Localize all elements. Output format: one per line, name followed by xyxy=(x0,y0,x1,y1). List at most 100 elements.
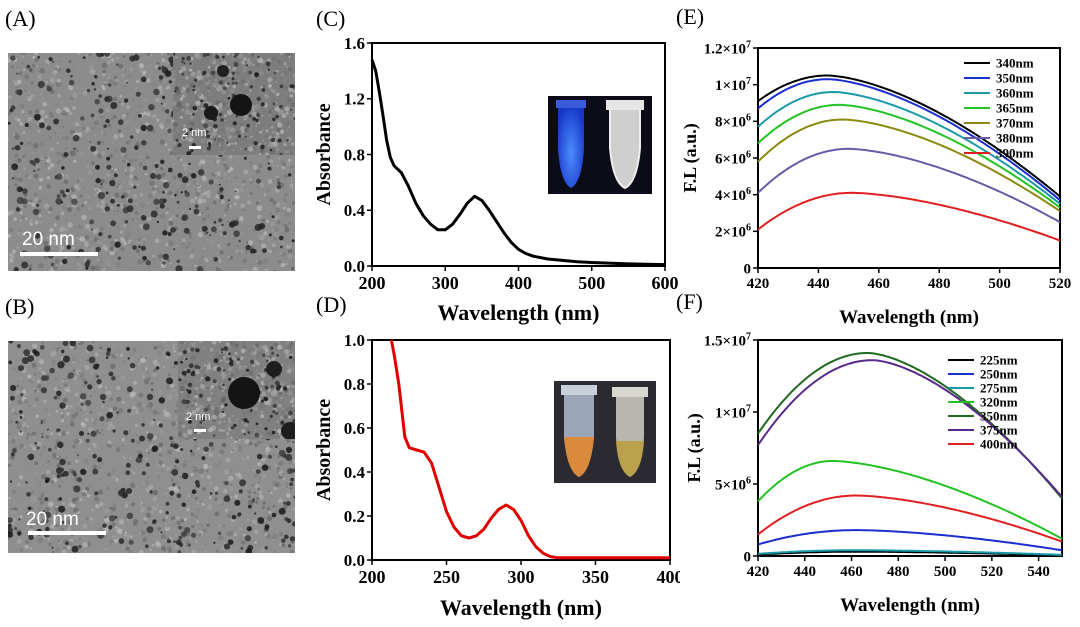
nanoparticle-dot xyxy=(45,479,49,484)
tem-grain xyxy=(135,105,137,107)
tem-grain xyxy=(81,204,85,208)
nanoparticle-dot xyxy=(191,489,197,494)
tem-grain xyxy=(264,399,270,406)
tem-grain xyxy=(222,99,225,102)
tem-grain xyxy=(16,431,19,434)
tem-grain xyxy=(195,407,200,412)
tem-grain xyxy=(270,491,273,494)
tem-grain xyxy=(284,193,288,197)
nanoparticle-dot xyxy=(240,547,244,550)
tem-grain xyxy=(283,117,287,120)
nanoparticle-dot xyxy=(249,248,256,254)
nanoparticle-dot xyxy=(282,386,288,391)
tem-grain xyxy=(253,429,257,433)
tem-grain xyxy=(174,71,177,74)
tem-grain xyxy=(152,254,156,258)
nanoparticle-dot xyxy=(34,113,41,121)
tem-grain xyxy=(129,166,135,172)
tem-grain xyxy=(190,355,196,361)
tem-grain xyxy=(234,195,239,200)
tem-grain xyxy=(218,535,224,541)
x-tick-label: 460 xyxy=(840,564,863,580)
tem-grain xyxy=(57,511,62,516)
tem-grain xyxy=(112,81,118,87)
tem-grain xyxy=(135,540,138,543)
tem-grain xyxy=(16,384,20,388)
tem-grain xyxy=(176,520,181,526)
tem-grain xyxy=(190,512,195,517)
tem-grain xyxy=(226,424,231,429)
tem-grain xyxy=(112,522,115,525)
tem-grain xyxy=(267,464,270,467)
tem-grain xyxy=(262,501,266,505)
tem-grain xyxy=(204,154,209,159)
nanoparticle-dot xyxy=(192,88,195,92)
tem-grain xyxy=(290,353,294,357)
tem-grain xyxy=(92,421,97,425)
tem-grain xyxy=(259,71,264,76)
tem-grain xyxy=(54,523,59,528)
tem-grain xyxy=(194,116,196,119)
tem-grain xyxy=(50,524,55,529)
tem-grain xyxy=(235,250,238,253)
nanoparticle-dot xyxy=(235,115,238,118)
nanoparticle-dot xyxy=(13,267,19,271)
tem-grain xyxy=(198,341,204,344)
nanoparticle-dot xyxy=(213,138,217,141)
tem-grain xyxy=(242,232,244,234)
tem-grain xyxy=(63,372,68,377)
tem-grain xyxy=(226,220,229,223)
tem-inset-a: 2 nm xyxy=(173,53,295,155)
tem-grain xyxy=(54,195,58,200)
tem-grain xyxy=(67,381,72,385)
tem-grain xyxy=(228,265,231,268)
tem-grain xyxy=(165,60,170,65)
tem-grain xyxy=(49,77,56,83)
tem-grain xyxy=(275,101,278,105)
nanoparticle-dot xyxy=(102,400,105,404)
nanoparticle-dot xyxy=(155,174,162,180)
tem-grain xyxy=(66,388,71,393)
nanoparticle-dot xyxy=(175,138,179,142)
legend-label-365nm: 365nm xyxy=(996,101,1034,116)
tem-grain xyxy=(169,362,172,365)
tem-grain xyxy=(76,535,80,539)
tem-grain xyxy=(159,185,162,188)
tem-grain xyxy=(267,418,271,423)
tem-grain xyxy=(77,262,80,266)
tem-grain xyxy=(226,436,229,439)
tem-grain xyxy=(209,356,212,359)
tem-grain xyxy=(210,384,215,389)
tem-grain xyxy=(292,89,295,94)
tem-grain xyxy=(286,368,292,374)
nanoparticle-dot xyxy=(246,64,248,67)
nanoparticle-dot xyxy=(117,256,122,260)
tem-grain xyxy=(152,190,157,195)
tem-grain xyxy=(206,505,212,511)
tem-grain xyxy=(253,258,256,261)
tem-grain xyxy=(238,438,241,442)
tem-image-b: 2 nm 20 nm xyxy=(8,341,295,553)
tem-grain xyxy=(87,170,93,176)
tem-grain xyxy=(293,346,295,350)
tem-grain xyxy=(17,66,20,69)
tem-grain xyxy=(8,506,11,509)
x-tick-label: 460 xyxy=(868,276,891,292)
tem-grain xyxy=(273,348,280,355)
tem-grain xyxy=(78,177,84,183)
tem-grain xyxy=(128,114,132,117)
tem-grain xyxy=(106,472,112,477)
tem-grain xyxy=(146,55,150,58)
tem-grain xyxy=(240,123,243,127)
x-tick-label: 500 xyxy=(578,273,605,293)
tem-grain xyxy=(125,236,129,240)
tem-grain xyxy=(190,112,193,115)
tem-grain xyxy=(150,153,155,158)
nanoparticle-dot xyxy=(192,85,196,88)
tem-grain xyxy=(142,71,146,76)
tem-grain xyxy=(252,469,255,472)
tem-grain xyxy=(216,362,219,365)
tem-grain xyxy=(190,71,196,77)
scale-bar-a xyxy=(20,252,98,256)
nanoparticle-dot xyxy=(89,219,95,225)
